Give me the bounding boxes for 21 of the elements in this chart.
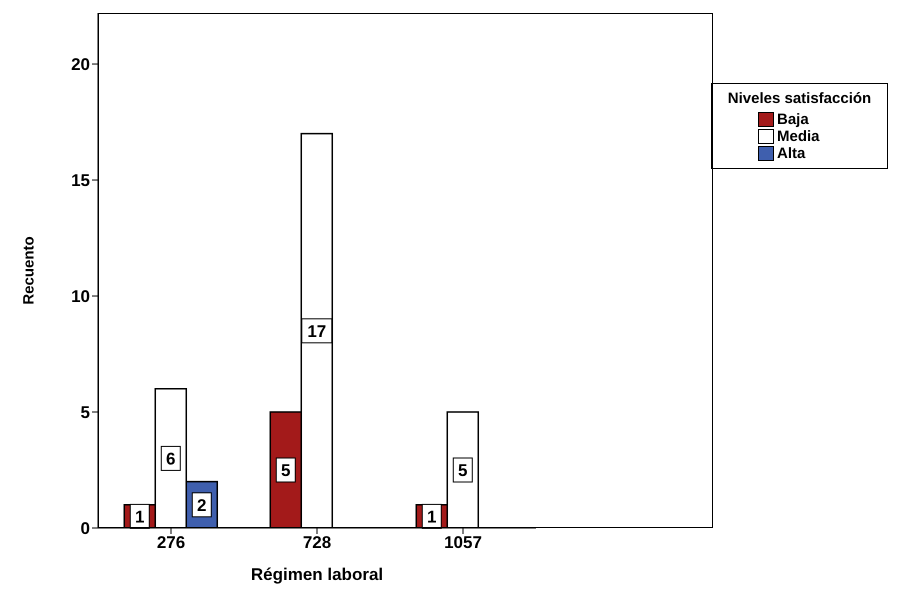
legend-title: Niveles satisfacción (726, 90, 872, 107)
data-label: 1 (135, 507, 145, 526)
x-tick-label: 1057 (444, 533, 482, 552)
x-tick-label: 276 (156, 533, 186, 552)
data-label: 5 (281, 461, 291, 480)
y-tick-label: 0 (80, 519, 90, 538)
legend-label: Media (776, 128, 821, 145)
data-label: 2 (197, 496, 207, 515)
y-tick-label: 5 (80, 403, 90, 422)
data-label: 6 (166, 449, 176, 468)
legend-label: Baja (776, 111, 810, 128)
legend-label: Alta (776, 145, 806, 162)
y-axis-title: Recuento (20, 236, 38, 305)
data-label: 1 (427, 507, 437, 526)
y-tick-label: 15 (71, 171, 90, 190)
x-tick-label: 728 (302, 533, 332, 552)
y-tick-label: 20 (71, 55, 90, 74)
y-tick-label: 10 (71, 287, 90, 306)
x-axis-title: Régimen laboral (250, 565, 384, 584)
data-label: 17 (307, 322, 326, 341)
data-label: 5 (458, 461, 468, 480)
